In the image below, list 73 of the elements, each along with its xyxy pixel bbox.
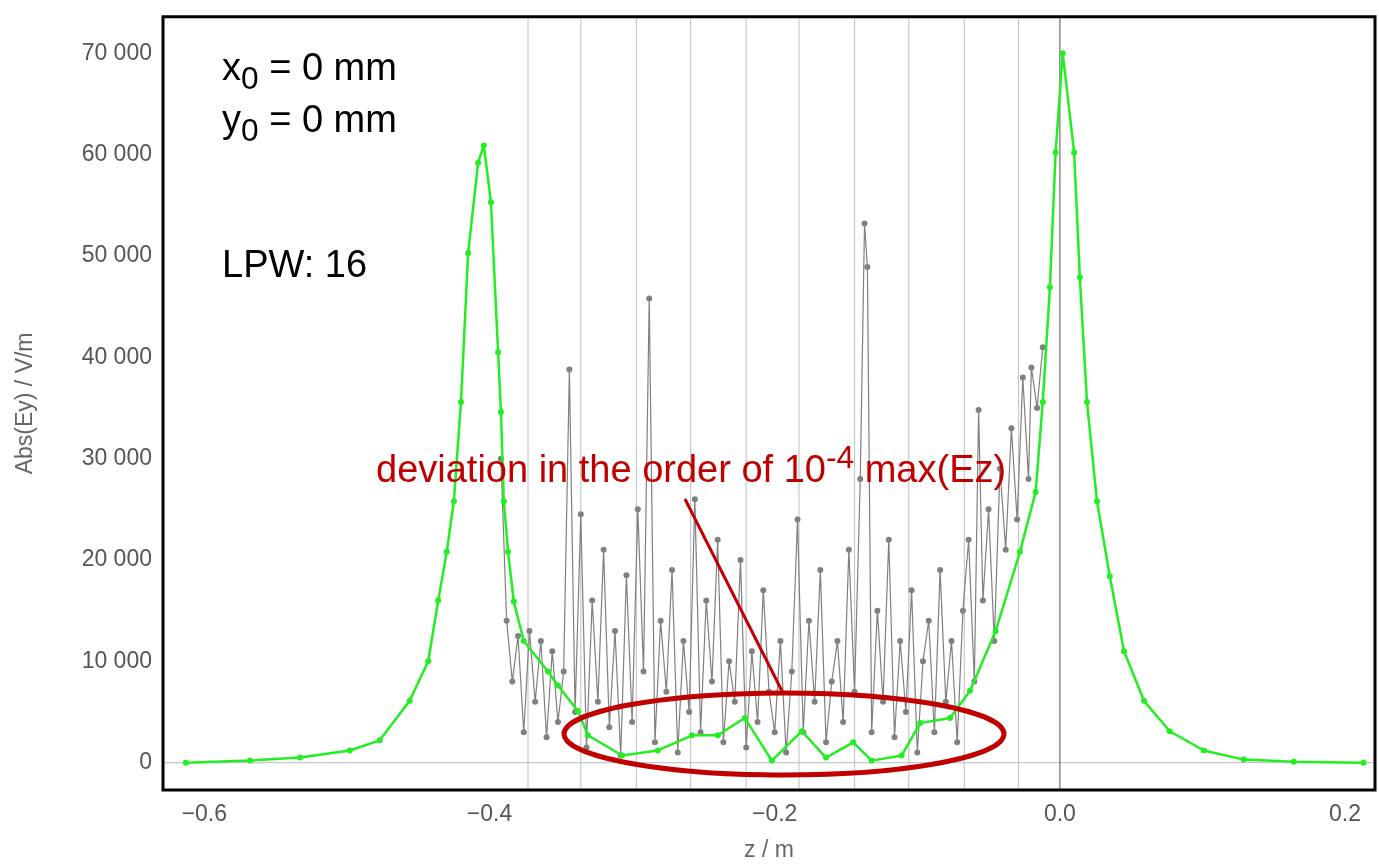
- point: [898, 752, 905, 759]
- point: [868, 757, 875, 764]
- point: [1059, 50, 1066, 57]
- point: [450, 498, 457, 505]
- x-tick-label: 0.2: [1329, 800, 1362, 827]
- point: [497, 409, 504, 416]
- y-tick-label: 10 000: [81, 646, 152, 673]
- point: [1052, 149, 1059, 156]
- point: [554, 682, 561, 689]
- y-tick-label: 40 000: [81, 342, 152, 369]
- point: [689, 732, 695, 739]
- annotation: x$_{0}$ = 0 mm: [222, 46, 397, 96]
- point: [1016, 548, 1023, 555]
- point: [425, 658, 432, 665]
- point: [495, 349, 502, 356]
- point: [714, 732, 721, 739]
- point: [917, 720, 924, 727]
- point: [1032, 489, 1039, 496]
- point: [1240, 756, 1247, 763]
- point: [182, 759, 189, 766]
- y-tick-label: 30 000: [81, 443, 152, 470]
- point: [480, 142, 487, 149]
- point: [510, 598, 517, 605]
- point: [850, 739, 857, 746]
- point: [1141, 697, 1148, 704]
- point: [823, 754, 830, 761]
- point: [346, 747, 353, 754]
- point: [296, 754, 303, 761]
- point: [1046, 284, 1053, 291]
- point: [1106, 573, 1113, 580]
- annotation: LPW: 16: [222, 243, 368, 285]
- point: [544, 668, 551, 675]
- point: [1076, 274, 1083, 281]
- point: [1200, 747, 1207, 754]
- point: [500, 498, 507, 505]
- point: [458, 398, 465, 405]
- point: [1093, 498, 1100, 505]
- y-tick-label: 50 000: [81, 241, 152, 268]
- point: [1360, 759, 1367, 766]
- point: [1121, 648, 1128, 655]
- x-tick-label: 0.0: [1043, 800, 1076, 827]
- y-tick-label: 0: [139, 747, 152, 774]
- point: [1290, 758, 1297, 765]
- point: [992, 627, 999, 634]
- x-tick-label: −0.6: [181, 800, 228, 827]
- point: [505, 548, 512, 555]
- point: [654, 747, 661, 754]
- x-tick-label: −0.4: [466, 800, 513, 827]
- x-axis-title: z / m: [744, 835, 794, 862]
- point: [435, 597, 442, 604]
- point: [584, 732, 591, 739]
- point: [1083, 398, 1090, 405]
- point: [520, 638, 527, 645]
- y-tick-label: 70 000: [81, 38, 152, 65]
- y-axis-title: Abs(Ey) / V/m: [11, 332, 38, 475]
- point: [967, 687, 974, 694]
- y-tick-label: 60 000: [81, 139, 152, 166]
- point: [487, 199, 494, 206]
- point: [1071, 149, 1078, 156]
- point: [406, 697, 413, 704]
- x-tick-label: −0.2: [752, 800, 798, 827]
- y-tick-label: 20 000: [81, 545, 152, 572]
- point: [947, 715, 954, 722]
- point: [741, 715, 748, 722]
- annotation: y$_{0}$ = 0 mm: [222, 98, 397, 148]
- point: [246, 757, 253, 764]
- point: [1166, 728, 1173, 735]
- point: [475, 159, 482, 166]
- point: [465, 249, 472, 256]
- point: [768, 757, 775, 764]
- point: [376, 737, 383, 744]
- point: [1039, 398, 1046, 405]
- point: [443, 548, 450, 555]
